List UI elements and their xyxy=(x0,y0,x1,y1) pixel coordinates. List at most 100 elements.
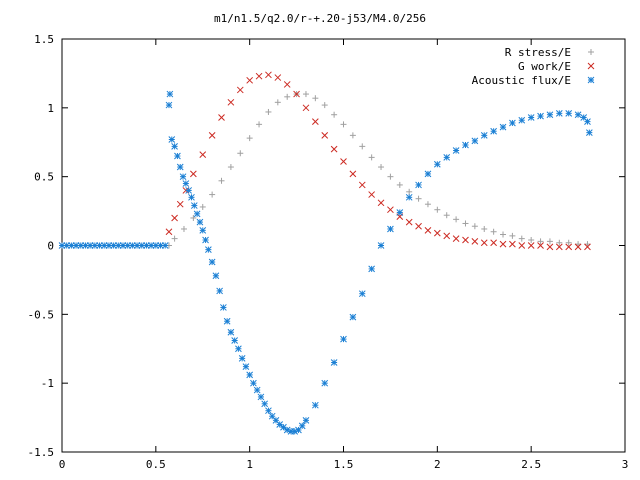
y-tick-label: 0.5 xyxy=(34,171,54,184)
x-tick-label: 2 xyxy=(434,458,441,471)
series-1-point xyxy=(378,164,385,171)
series-2-point xyxy=(584,243,591,251)
series-3-point xyxy=(212,272,220,280)
axis-ticks: 0 0.5 1 1.5 2 2.5 3 1.5 1 0.5 0 -0.5 -1 -1.5 xyxy=(28,33,629,471)
series-3-point xyxy=(358,290,366,298)
series-1-point xyxy=(434,206,441,213)
series-3-point xyxy=(242,363,250,371)
series-1-point xyxy=(500,231,507,238)
series-3-point xyxy=(227,328,235,336)
series-3-point xyxy=(377,242,385,249)
series-2-point xyxy=(546,243,554,251)
series-2-point xyxy=(387,206,394,214)
series-3-point xyxy=(321,379,329,387)
series-1-point xyxy=(528,236,535,243)
series-1-point xyxy=(331,111,338,118)
series-3-point xyxy=(205,246,212,253)
series-1-point xyxy=(584,241,591,248)
series-3-point xyxy=(235,345,242,353)
series-2-point xyxy=(452,235,460,242)
x-tick-label: 0.5 xyxy=(146,458,166,471)
series-1-point xyxy=(209,191,216,198)
series-1-point xyxy=(171,235,178,242)
series-2-point xyxy=(555,243,563,251)
series-3-point xyxy=(238,355,246,362)
series-2-point xyxy=(518,242,526,249)
legend-marker-3 xyxy=(587,76,595,84)
series-3-point xyxy=(171,143,178,150)
series-3-point xyxy=(199,227,207,234)
y-tick-label: 1 xyxy=(47,102,54,115)
series-3-point xyxy=(298,422,306,430)
series-1-point xyxy=(190,214,197,221)
series-3-point xyxy=(165,101,173,109)
series-1-point xyxy=(575,241,582,248)
series-3-point xyxy=(480,132,488,139)
series-2-point xyxy=(499,240,507,248)
series-3 xyxy=(58,90,593,435)
series-3-point xyxy=(223,317,231,325)
legend-label-2: G work/E xyxy=(518,60,571,73)
x-tick-label: 3 xyxy=(622,458,629,471)
series-1 xyxy=(165,91,591,249)
series-1-point xyxy=(537,238,544,245)
series-1-point xyxy=(199,203,206,210)
series-2-point xyxy=(368,191,376,198)
series-2-point xyxy=(358,181,366,189)
series-3-point xyxy=(471,137,479,145)
series-1-point xyxy=(274,99,281,106)
data-marks xyxy=(58,71,593,435)
series-2-point xyxy=(462,236,469,244)
y-tick-label: 0 xyxy=(47,240,54,253)
series-3-point xyxy=(188,193,195,201)
series-2-point xyxy=(274,74,282,81)
x-tick-label: 0 xyxy=(59,458,66,471)
series-3-point xyxy=(265,407,272,415)
series-3-point xyxy=(368,265,376,273)
series-1-point xyxy=(321,102,328,109)
series-3-point xyxy=(176,163,184,171)
series-3-point xyxy=(202,236,209,244)
series-3-point xyxy=(509,119,516,127)
series-2-point xyxy=(509,240,516,248)
legend-marker-2 xyxy=(587,62,595,70)
series-1-point xyxy=(246,135,253,142)
series-2 xyxy=(165,71,591,251)
series-1-point xyxy=(302,91,309,98)
series-2-point xyxy=(246,76,254,84)
series-2-point xyxy=(490,239,497,247)
series-3-point xyxy=(179,173,187,181)
series-3-point xyxy=(190,202,198,209)
series-2-point xyxy=(527,242,535,249)
series-3-point xyxy=(182,180,190,187)
series-1-point xyxy=(509,232,516,239)
series-1-point xyxy=(556,239,563,246)
series-2-point xyxy=(236,86,244,94)
series-3-point xyxy=(527,114,535,121)
series-3-point xyxy=(584,118,591,125)
series-2-point xyxy=(302,104,310,112)
series-2-point xyxy=(199,151,207,158)
series-2-point xyxy=(255,72,263,80)
series-2-point xyxy=(340,158,347,165)
series-3-point xyxy=(168,136,176,143)
series-3-point xyxy=(253,386,261,394)
series-2-point xyxy=(227,98,235,106)
series-3-point xyxy=(330,359,338,366)
series-2-point xyxy=(283,81,291,88)
series-1-point xyxy=(462,220,469,227)
series-1-point xyxy=(368,154,375,161)
series-1-point xyxy=(265,108,272,115)
series-3-point xyxy=(452,147,460,154)
series-3-point xyxy=(565,109,573,117)
series-1-point xyxy=(237,150,244,157)
series-3-point xyxy=(250,379,257,387)
series-1-point xyxy=(256,121,263,128)
series-3-point xyxy=(490,127,497,135)
series-3-point xyxy=(574,111,582,119)
series-3-point xyxy=(220,304,227,311)
series-1-point xyxy=(227,164,234,171)
x-tick-label: 1 xyxy=(246,458,253,471)
